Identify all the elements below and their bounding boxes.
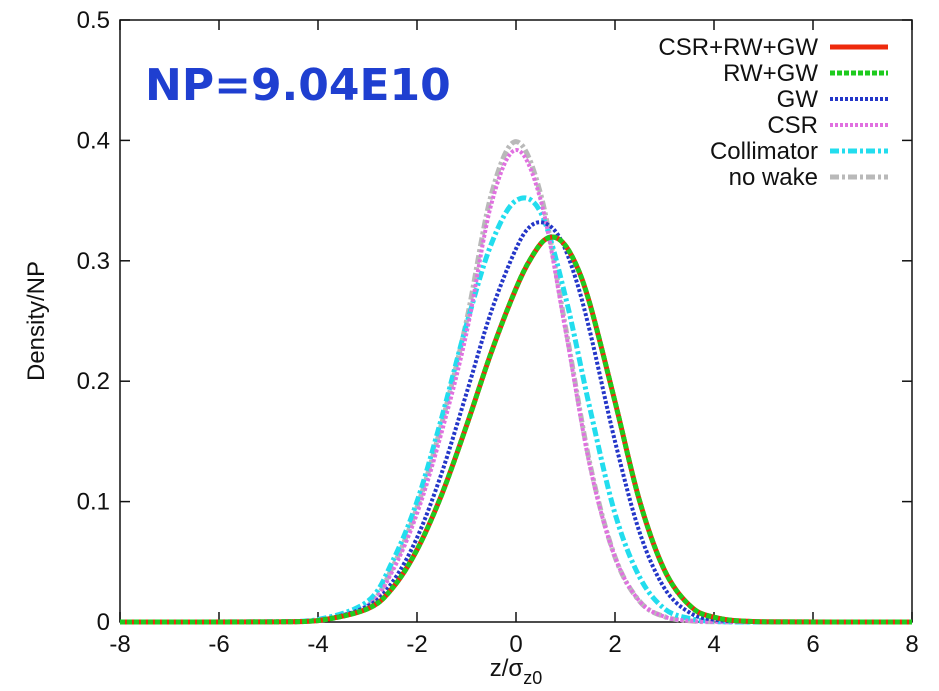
legend-label-rw-gw: RW+GW <box>723 60 818 87</box>
legend-label-gw: GW <box>777 86 819 113</box>
x-tick-label: 2 <box>608 631 621 658</box>
series-line-csr <box>119 148 912 625</box>
x-tick-label: -6 <box>208 631 229 658</box>
series-line-gw <box>119 220 913 624</box>
x-tick-label: 8 <box>905 631 918 658</box>
series-line-collimator <box>119 195 912 625</box>
series-line-no-wake <box>119 139 912 625</box>
x-tick-label: -4 <box>307 631 328 658</box>
legend-label-csr-rw-gw: CSR+RW+GW <box>658 34 818 61</box>
y-tick-label: 0.2 <box>77 368 110 395</box>
y-axis-label: Density/NP <box>23 261 50 381</box>
x-tick-label: 6 <box>806 631 819 658</box>
axis-ticks: -8 -6 -4 -2 0 2 4 6 8 0 0.1 0.2 0.3 0.4 0.5 <box>77 7 919 658</box>
x-axis-label-main: z/σ <box>490 655 524 682</box>
legend-label-collimator: Collimator <box>710 138 818 165</box>
x-axis-label-sub: z0 <box>523 668 542 688</box>
y-tick-label: 0 <box>97 609 110 636</box>
np-annotation: NP=9.04E10 <box>145 60 451 111</box>
y-tick-label: 0.3 <box>77 248 110 275</box>
y-tick-label: 0.1 <box>77 489 110 516</box>
series-line-rw-gw <box>119 234 913 625</box>
x-tick-label: -8 <box>109 631 130 658</box>
legend-label-no-wake: no wake <box>729 164 818 191</box>
series-line-csr-rw-gw <box>119 234 913 625</box>
x-axis-label: z/σz0 <box>490 655 543 688</box>
series-lines <box>119 139 913 625</box>
y-tick-label: 0.4 <box>77 127 110 154</box>
x-tick-label: 4 <box>707 631 720 658</box>
y-tick-label: 0.5 <box>77 7 110 34</box>
legend-label-csr: CSR <box>767 112 818 139</box>
x-tick-label: 0 <box>509 631 522 658</box>
x-tick-label: -2 <box>406 631 427 658</box>
